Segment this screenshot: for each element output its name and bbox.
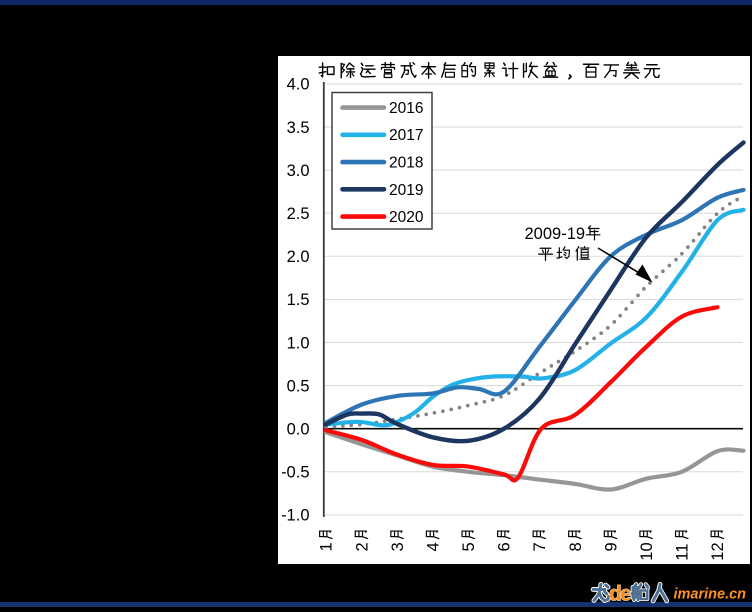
svg-text:-0.5: -0.5 — [281, 464, 309, 482]
svg-text:9: 9 — [602, 542, 620, 551]
svg-text:0.0: 0.0 — [287, 421, 310, 439]
svg-text:1.0: 1.0 — [287, 334, 310, 352]
svg-text:3: 3 — [389, 542, 407, 551]
svg-text:imarine.cn: imarine.cn — [674, 587, 747, 603]
svg-text:2017: 2017 — [389, 127, 423, 144]
svg-text:4: 4 — [425, 542, 443, 551]
svg-text:2: 2 — [353, 542, 371, 551]
svg-text:4.0: 4.0 — [287, 76, 310, 94]
svg-text:1: 1 — [318, 542, 336, 551]
svg-text:2.5: 2.5 — [287, 205, 310, 223]
svg-text:8: 8 — [567, 542, 585, 551]
svg-text:2018: 2018 — [389, 155, 423, 172]
svg-text:-1.0: -1.0 — [281, 507, 309, 525]
svg-text:5: 5 — [460, 542, 478, 551]
svg-text:6: 6 — [496, 542, 514, 551]
svg-text:2.0: 2.0 — [287, 248, 310, 266]
svg-text:0.5: 0.5 — [287, 377, 310, 395]
svg-text:2019: 2019 — [389, 182, 423, 199]
svg-text:10: 10 — [638, 542, 656, 560]
svg-text:3.5: 3.5 — [287, 119, 310, 137]
svg-text:de: de — [609, 583, 631, 606]
svg-text:3.0: 3.0 — [287, 162, 310, 180]
svg-text:11: 11 — [674, 544, 692, 561]
svg-text:2016: 2016 — [389, 100, 423, 117]
svg-text:2009-19: 2009-19 — [525, 225, 586, 243]
svg-text:7: 7 — [531, 542, 549, 551]
svg-text:12: 12 — [709, 542, 727, 560]
svg-text:1.5: 1.5 — [287, 291, 310, 309]
svg-text:2020: 2020 — [389, 209, 424, 226]
